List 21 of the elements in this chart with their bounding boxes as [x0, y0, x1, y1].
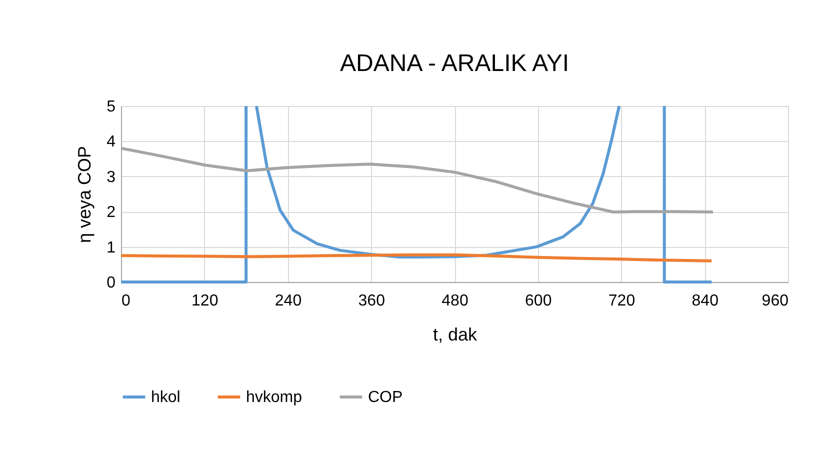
x-tick-label: 960	[762, 292, 789, 310]
x-tick-label: 600	[525, 292, 552, 310]
chart-title: ADANA - ARALIK AYI	[340, 50, 569, 77]
x-tick-label: 0	[122, 292, 130, 310]
x-tick-label: 120	[192, 292, 218, 310]
x-tick-label: 360	[358, 292, 386, 310]
y-tick-label: 3	[106, 168, 116, 186]
x-tick-label: 840	[692, 292, 719, 310]
x-tick-label: 720	[608, 292, 636, 310]
legend-label: hkol	[151, 389, 180, 406]
y-tick-label: 5	[106, 98, 116, 116]
legend-label: COP	[368, 389, 403, 406]
y-tick-label: 0	[106, 274, 116, 292]
legend-label: hvkomp	[246, 389, 302, 406]
y-tick-label: 2	[106, 204, 116, 222]
x-tick-label: 240	[274, 292, 302, 310]
y-axis-title: η veya COP	[74, 146, 95, 244]
x-tick-label: 480	[442, 292, 468, 310]
y-tick-label: 1	[106, 239, 116, 256]
x-axis-title: t, dak	[432, 324, 478, 344]
y-tick-label: 4	[106, 134, 116, 151]
